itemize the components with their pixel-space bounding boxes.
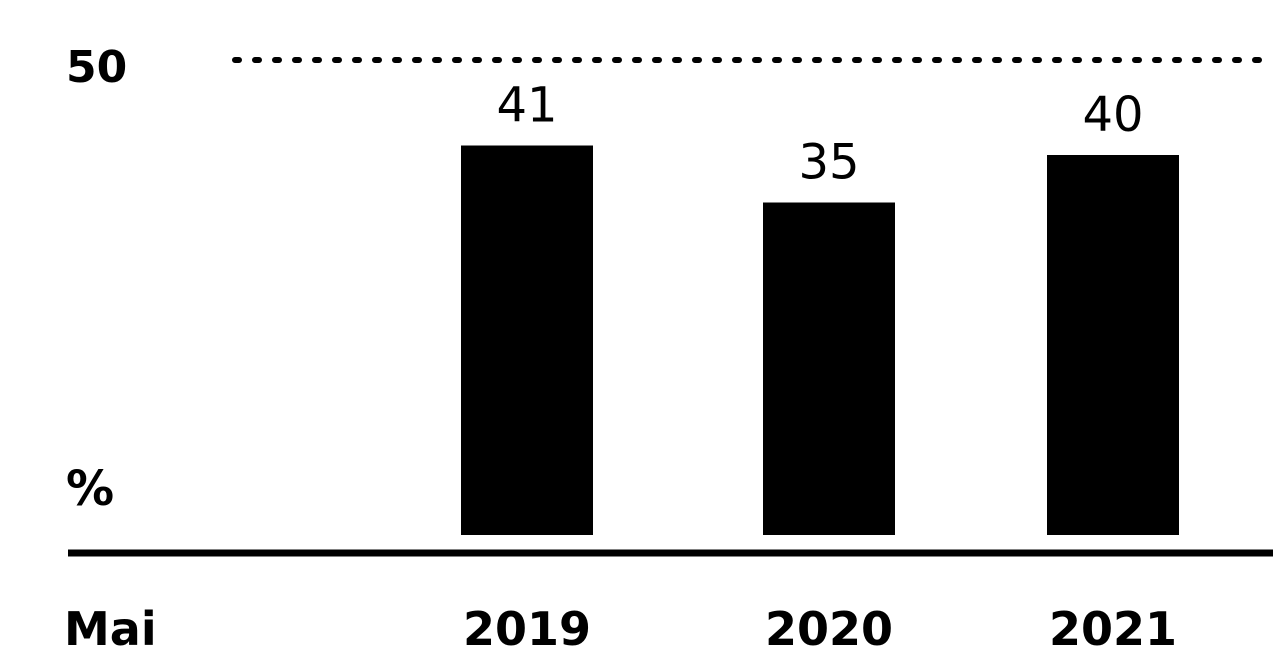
data-label-2021: 40 [1082,87,1143,143]
data-label-2019: 41 [496,78,557,134]
x-tick-label-2021: 2021 [1049,602,1177,656]
bar-2020 [763,202,895,535]
data-label-2020: 35 [798,135,859,191]
plot-area: 41 2019 35 2020 40 2021 [461,78,1179,656]
x-axis-label: Mai [64,602,157,656]
y-tick-label-50: 50 [66,42,127,93]
x-tick-label-2020: 2020 [765,602,893,656]
y-unit-label: % [66,461,114,517]
x-tick-label-2019: 2019 [463,602,591,656]
bar-2021 [1047,155,1179,535]
bar-2019 [461,145,593,535]
